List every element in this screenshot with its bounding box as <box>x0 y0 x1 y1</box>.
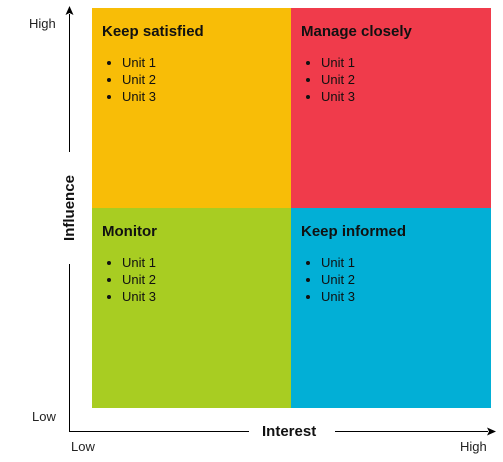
quadrant-list: Unit 1 Unit 2 Unit 3 <box>102 54 281 105</box>
y-axis-high-label: High <box>29 16 56 31</box>
list-item: Unit 2 <box>122 271 281 288</box>
quadrant-title: Manage closely <box>301 23 412 40</box>
quadrant-keep-satisfied: Keep satisfied Unit 1 Unit 2 Unit 3 <box>92 8 291 208</box>
y-axis-title: Influence <box>61 175 78 241</box>
x-axis-title: Interest <box>262 423 317 440</box>
list-item: Unit 1 <box>321 254 481 271</box>
list-item: Unit 3 <box>122 288 281 305</box>
quadrant-manage-closely: Manage closely Unit 1 Unit 2 Unit 3 <box>291 8 491 208</box>
y-axis-low-label: Low <box>32 409 56 424</box>
quadrant-list: Unit 1 Unit 2 Unit 3 <box>102 254 281 305</box>
x-axis-arrowhead <box>487 427 496 436</box>
list-item: Unit 3 <box>122 88 281 105</box>
x-axis-high-label: High <box>460 439 487 454</box>
list-item: Unit 3 <box>321 288 481 305</box>
quadrant-list: Unit 1 Unit 2 Unit 3 <box>301 54 481 105</box>
x-axis-low-label: Low <box>71 439 95 454</box>
list-item: Unit 2 <box>321 71 481 88</box>
list-item: Unit 1 <box>321 54 481 71</box>
list-item: Unit 1 <box>122 254 281 271</box>
list-item: Unit 2 <box>321 271 481 288</box>
quadrant-list: Unit 1 Unit 2 Unit 3 <box>301 254 481 305</box>
list-item: Unit 2 <box>122 71 281 88</box>
list-item: Unit 3 <box>321 88 481 105</box>
y-axis-arrowhead <box>65 6 74 15</box>
quadrant-title: Keep satisfied <box>102 23 204 40</box>
quadrant-keep-informed: Keep informed Unit 1 Unit 2 Unit 3 <box>291 208 491 408</box>
quadrant-monitor: Monitor Unit 1 Unit 2 Unit 3 <box>92 208 291 408</box>
quadrant-title: Keep informed <box>301 223 407 240</box>
quadrant-title: Monitor <box>102 223 157 240</box>
list-item: Unit 1 <box>122 54 281 71</box>
